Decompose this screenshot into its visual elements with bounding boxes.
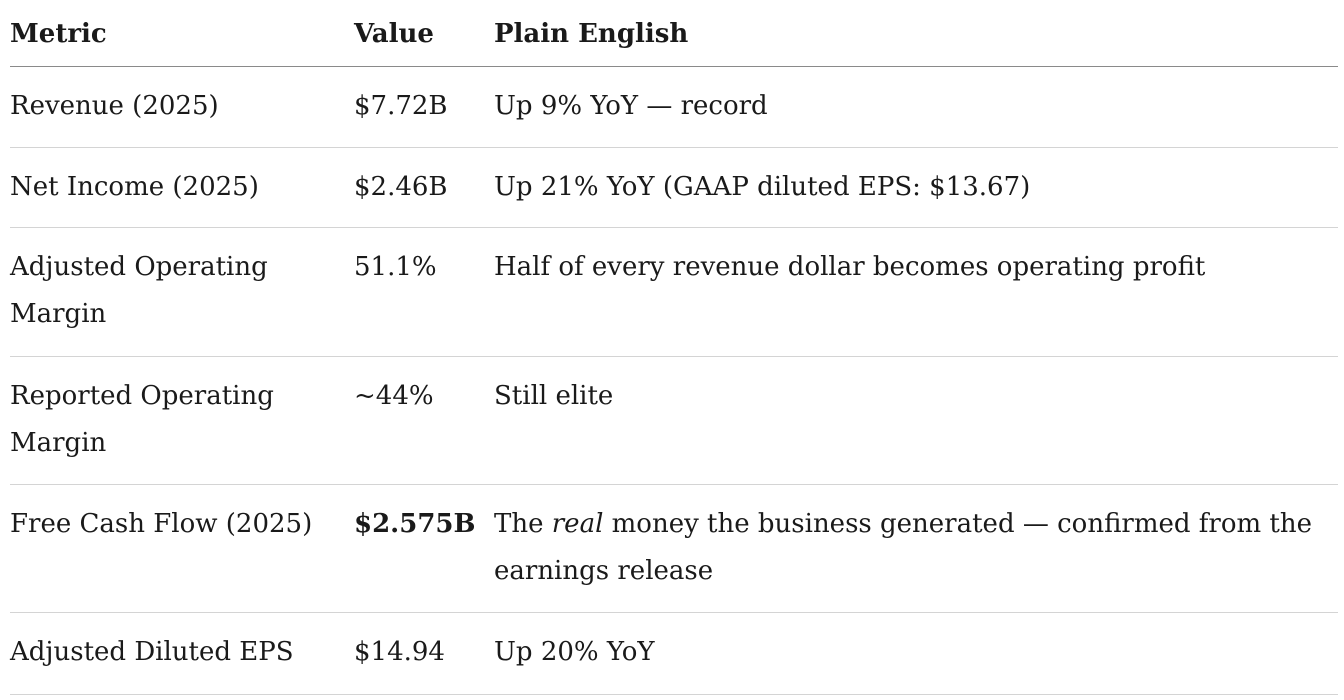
plain-english-cell: Up 9% YoY — record [494,91,768,121]
value-cell: $14.94 [354,637,445,667]
plain-english-cell: Still elite [494,381,614,411]
plain-english-cell: Up 20% YoY [494,637,655,667]
value-cell: 51.1% [354,252,437,282]
table-row: Net Income (2025) $2.46B Up 21% YoY (GAA… [10,148,1338,228]
plain-english-cell: Half of every revenue dollar becomes ope… [494,252,1206,282]
metric-cell: Free Cash Flow (2025) [10,509,313,539]
header-plain-english: Plain English [494,19,689,49]
value-cell: $7.72B [354,91,448,121]
plain-english-emphasis: real [551,509,604,539]
value-cell: $2.46B [354,172,448,202]
metric-cell: Reported Operating Margin [10,381,274,458]
plain-english-cell: The real money the business generated — … [494,501,1338,596]
metric-cell: Revenue (2025) [10,91,219,121]
value-cell: $2.575B [354,509,476,539]
metrics-table: Metric Value Plain English Revenue (2025… [10,0,1338,695]
table-row: Adjusted Diluted EPS $14.94 Up 20% YoY [10,613,1338,695]
metric-cell: Adjusted Diluted EPS [10,637,294,667]
table-row: Adjusted Operating Margin 51.1% Half of … [10,228,1338,357]
plain-english-prefix: The [494,509,552,539]
header-metric: Metric [10,19,107,49]
table-row: Revenue (2025) $7.72B Up 9% YoY — record [10,67,1338,148]
header-value: Value [354,19,434,49]
plain-english-suffix: money the business generated — confirmed… [494,509,1313,586]
value-cell: ~44% [354,381,434,411]
plain-english-cell: Up 21% YoY (GAAP diluted EPS: $13.67) [494,172,1031,202]
metric-cell: Adjusted Operating Margin [10,252,268,329]
table-header-row: Metric Value Plain English [10,0,1338,67]
table-row: Free Cash Flow (2025) $2.575B The real m… [10,485,1338,613]
table-row: Reported Operating Margin ~44% Still eli… [10,357,1338,485]
metric-cell: Net Income (2025) [10,172,259,202]
